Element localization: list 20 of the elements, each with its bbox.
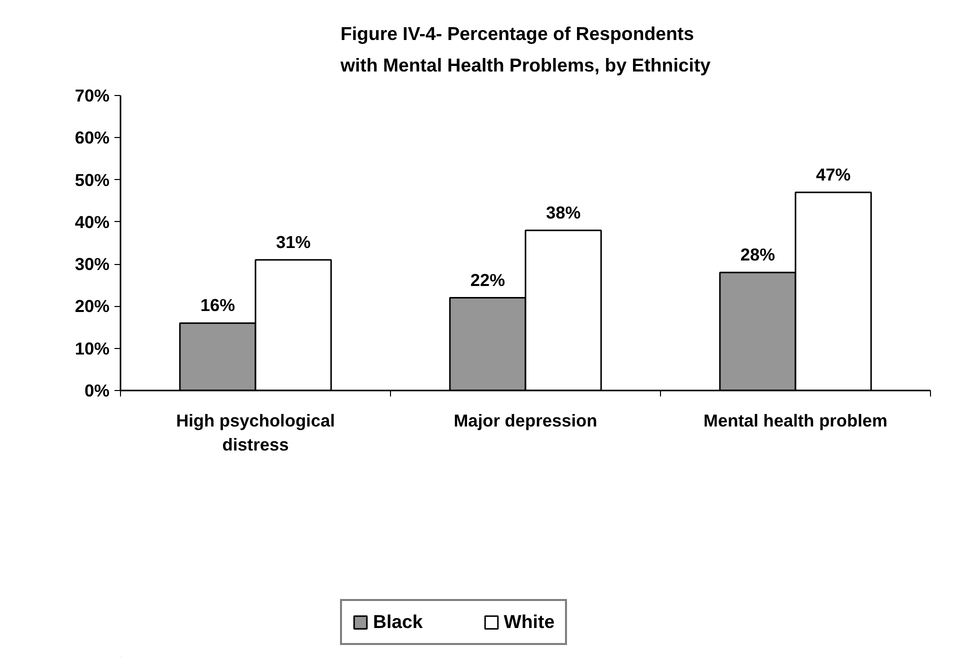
legend-label: White — [504, 611, 555, 633]
y-tick-label: 60% — [74, 128, 110, 148]
legend-label: Black — [373, 611, 423, 633]
y-tick-label: 50% — [74, 170, 110, 190]
y-tick-label: 0% — [84, 380, 110, 400]
x-tick-label: Major depression — [454, 410, 598, 430]
y-tick-label: 10% — [74, 338, 110, 358]
y-tick-label: 70% — [74, 86, 110, 106]
data-label: 16% — [200, 295, 236, 316]
data-label: 22% — [470, 270, 506, 290]
y-tick-label: 20% — [74, 296, 110, 316]
data-label: 47% — [816, 164, 851, 184]
x-tick-label: Mental health problem — [704, 410, 888, 430]
data-label: 31% — [276, 232, 311, 252]
chart-title: Figure IV-4- Percentage of Respondents with Mental Health Problems, by Ethnicity — [339, 23, 712, 76]
x-tick-label: High psychological distress — [176, 410, 335, 454]
y-tick-label: 30% — [74, 254, 110, 274]
data-label: 28% — [740, 244, 776, 264]
y-tick-label: 40% — [74, 212, 110, 232]
data-label: 38% — [546, 202, 581, 222]
